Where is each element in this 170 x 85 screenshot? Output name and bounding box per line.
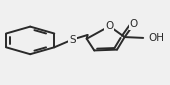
Text: S: S <box>69 35 76 45</box>
Text: O: O <box>130 19 138 29</box>
Text: O: O <box>105 21 114 31</box>
Text: OH: OH <box>148 33 164 43</box>
